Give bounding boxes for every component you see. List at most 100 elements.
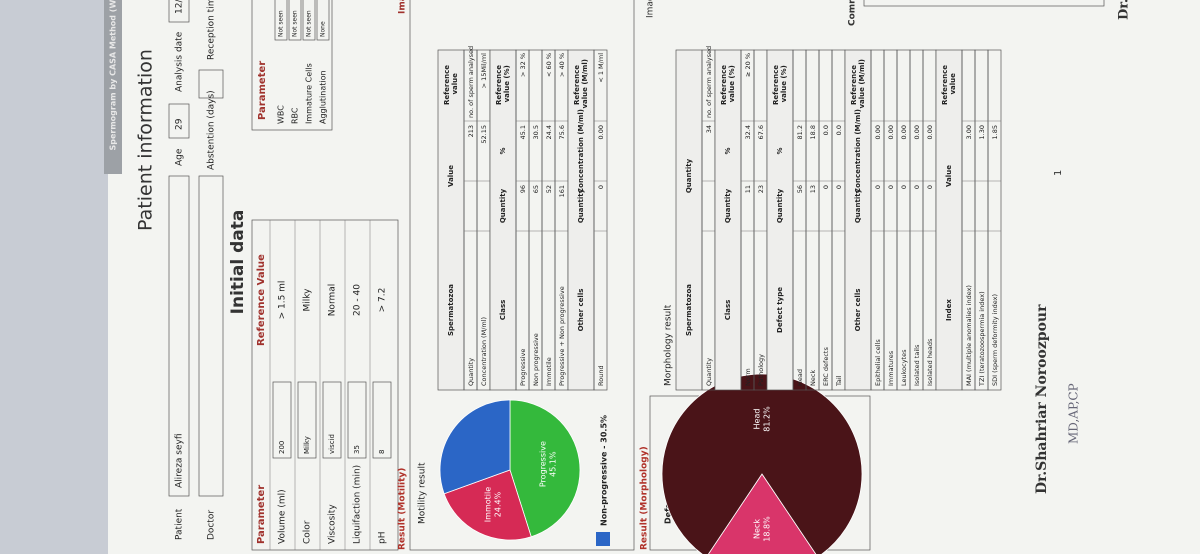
cell: 45.1 xyxy=(519,125,527,139)
cell: Volume (ml) xyxy=(278,489,288,544)
cell-box xyxy=(272,381,292,459)
cell: Neck xyxy=(809,370,817,386)
cell: Milky xyxy=(303,288,313,312)
cell: Norm xyxy=(744,368,752,386)
page-number: 1 xyxy=(1053,170,1064,176)
cell: 0 xyxy=(835,185,843,189)
section-box xyxy=(409,0,635,551)
field-value: 29 xyxy=(175,118,185,130)
column-header: % xyxy=(724,147,732,154)
cell: ERC defects xyxy=(822,347,830,386)
title: Patient information xyxy=(135,49,157,231)
label: Images xyxy=(646,0,656,18)
cell: Milky xyxy=(303,436,311,454)
cell: 0.00 xyxy=(874,125,882,139)
section-title: Result (Morphology) xyxy=(640,446,650,550)
column-header: Class xyxy=(724,300,732,321)
field xyxy=(168,175,190,497)
cell: 1.30 xyxy=(978,125,986,139)
column-header: Reference value xyxy=(443,65,459,105)
cell: RBC xyxy=(291,107,300,124)
table-row xyxy=(987,49,1002,391)
cell: 13 xyxy=(809,185,817,193)
column-header: Quantity xyxy=(776,188,784,223)
cell-box xyxy=(322,381,342,459)
header-band xyxy=(104,0,122,174)
cell: Immatures xyxy=(887,350,895,386)
column-header: Spermatozoa xyxy=(447,284,455,336)
cell: 75.6 xyxy=(558,125,566,139)
cell: no. of sperm analysed xyxy=(467,46,475,118)
cell: Head xyxy=(796,369,804,386)
cell: Agglutination xyxy=(319,70,328,124)
table xyxy=(251,0,333,131)
cell: > 1.5 ml xyxy=(278,281,288,320)
pie-slice xyxy=(705,473,819,554)
column-header: Class xyxy=(499,300,507,321)
cell: Not seen xyxy=(306,10,313,37)
cell: 0 xyxy=(887,185,895,189)
cell: > 40 % xyxy=(558,53,566,77)
cell-box xyxy=(288,0,302,41)
column-header: % xyxy=(776,147,784,154)
field xyxy=(198,69,224,99)
cell: < 1 M/ml xyxy=(597,53,605,83)
slice-value: 24.4% xyxy=(493,491,502,517)
slice-label: Progressive xyxy=(539,441,548,487)
signature-name: Dr.Shahriar Noroozpour xyxy=(1034,304,1050,494)
column-header: Quantity xyxy=(499,188,507,223)
cell: 1.85 xyxy=(991,125,999,139)
pie-slice xyxy=(509,399,581,538)
column-header: Concentration (M/ml) xyxy=(854,109,862,193)
cell: 213 xyxy=(467,125,475,137)
cell: 0 xyxy=(597,185,605,189)
cell: 65 xyxy=(532,185,540,193)
column-header: Reference value (M/ml) xyxy=(573,59,589,111)
label: Analysis date xyxy=(175,31,185,92)
cell: pH xyxy=(378,532,388,544)
header-band-text: Spermogram by CASA Method (WHO 2010) xyxy=(109,0,118,151)
pie-slice xyxy=(443,469,532,541)
cell: WBC xyxy=(277,105,286,124)
slice-value: 45.1% xyxy=(549,451,558,477)
cell: 0 xyxy=(913,185,921,189)
signature-degree: MD,AP,CP xyxy=(1067,383,1081,444)
cell: 200 xyxy=(278,441,286,454)
cell: Isolated heads xyxy=(926,338,934,386)
cell: 0 xyxy=(874,185,882,189)
column-header: Value xyxy=(447,165,455,187)
cell: > 15Mil/ml xyxy=(480,53,488,89)
box-title: Motility result xyxy=(418,462,428,524)
pie-slice xyxy=(439,399,511,495)
cell: > 7.2 xyxy=(378,288,388,313)
table-header: Parameter xyxy=(257,61,268,120)
section-title: Result (Motility) xyxy=(398,468,408,550)
column-header: Concentration (M/ml) xyxy=(577,109,585,193)
cell-box xyxy=(274,0,288,41)
cell-box xyxy=(297,381,317,459)
cell: 35 xyxy=(353,445,361,454)
cell: 0.00 xyxy=(926,125,934,139)
field-value: Alireza seyfi xyxy=(175,433,185,488)
label: Reception time xyxy=(207,0,217,60)
field xyxy=(198,175,224,497)
field xyxy=(168,103,190,139)
cell: < 60 % xyxy=(545,53,553,77)
cell: Normal xyxy=(328,284,338,317)
cell: ≥ 20 % xyxy=(744,53,752,77)
column-header: Defect type xyxy=(776,287,784,333)
cell: 32.4 xyxy=(744,125,752,139)
column-header: Value xyxy=(945,165,953,187)
slice-label: Head xyxy=(752,409,761,430)
column-header: Reference value (%) xyxy=(772,65,788,105)
label: Image xyxy=(398,0,408,14)
cell: Viscosity xyxy=(328,504,338,544)
table xyxy=(251,219,399,551)
column-header: Spermatozoa xyxy=(685,284,693,336)
cell: 67.6 xyxy=(757,125,765,139)
cell: 30.5 xyxy=(532,125,540,139)
label: Comm xyxy=(848,0,858,26)
slice-value: 81.2% xyxy=(762,406,771,432)
